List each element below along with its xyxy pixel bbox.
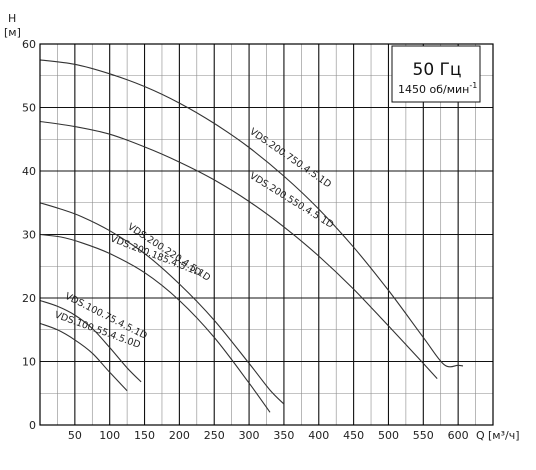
y-tick-labels: 0 10 20 30 40 50 60 [22, 38, 36, 432]
pump-curve [39, 120, 438, 379]
pump-curve [39, 322, 128, 392]
y-tick-label: 50 [22, 102, 36, 115]
info-box-frame [391, 45, 481, 103]
x-tick-label: 400 [308, 429, 329, 442]
y-axis-unit: [м] [4, 26, 21, 39]
y-tick-label: 20 [22, 292, 36, 305]
info-box: 50 Гц 1450 об/мин-1 [391, 45, 481, 103]
plot-frame [39, 43, 494, 426]
speed-label: 1450 об/мин-1 [398, 81, 477, 96]
pump-curve [39, 233, 271, 413]
y-tick-label: 0 [29, 419, 36, 432]
x-tick-label: 350 [273, 429, 294, 442]
x-tick-label: 200 [169, 429, 190, 442]
x-tick-label: 250 [204, 429, 225, 442]
y-tick-label: 60 [22, 38, 36, 51]
x-tick-label: 150 [134, 429, 155, 442]
y-axis-title: H [8, 12, 16, 25]
x-tick-label: 50 [68, 429, 82, 442]
x-tick-label: 600 [448, 429, 469, 442]
pump-curve [39, 299, 142, 383]
x-tick-label: 500 [378, 429, 399, 442]
curve-labels: VDS.200.750.4.5.1DVDS.200.550.4.5.1DVDS.… [53, 126, 335, 351]
x-tick-label: 100 [99, 429, 120, 442]
frequency-label: 50 Гц [413, 60, 462, 80]
x-tick-labels: 50 100 150 200 250 300 350 400 450 500 550 600 [68, 429, 469, 442]
x-tick-label: 550 [413, 429, 434, 442]
pump-curves [39, 59, 464, 413]
x-tick-label: 300 [239, 429, 260, 442]
y-tick-label: 10 [22, 356, 36, 369]
pump-curve [39, 59, 464, 368]
y-tick-label: 40 [22, 165, 36, 178]
speed-exponent: -1 [469, 81, 477, 90]
y-tick-label: 30 [22, 229, 36, 242]
x-axis-unit: [м³/ч] [488, 429, 520, 442]
pump-curve [39, 202, 285, 405]
x-tick-label: 450 [343, 429, 364, 442]
x-axis-title: Q [476, 429, 485, 442]
major-grid [40, 44, 493, 425]
